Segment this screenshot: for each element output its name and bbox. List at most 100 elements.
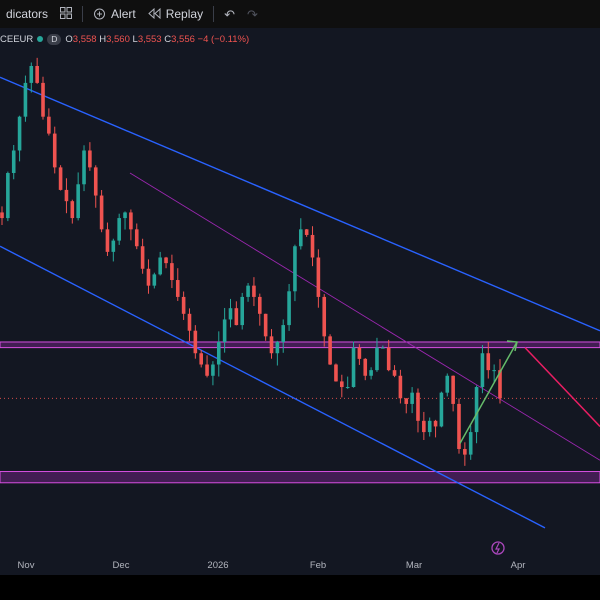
candle-body <box>252 285 256 297</box>
candle-body <box>480 353 485 388</box>
candle-body <box>427 420 432 433</box>
projection-down-line <box>524 347 600 427</box>
candle-body <box>463 448 467 455</box>
candle-body <box>211 364 215 376</box>
candle-body <box>11 150 16 174</box>
candle-body <box>35 66 39 83</box>
candle-body <box>205 364 209 376</box>
candle-body <box>164 257 168 264</box>
candle-body <box>492 370 496 372</box>
candle-body <box>41 82 45 117</box>
alarm-clock-plus-icon <box>93 7 106 22</box>
high-value: 3,560 <box>106 33 130 45</box>
candle-body <box>498 370 502 399</box>
redo-icon: ↷ <box>246 6 258 22</box>
candle-body <box>328 336 332 365</box>
candle-body <box>398 375 403 399</box>
lightning-bolt <box>495 542 500 554</box>
candle-body <box>457 403 461 449</box>
candle-body <box>134 229 139 247</box>
alert-button[interactable]: Alert <box>87 0 142 28</box>
replay-button[interactable]: Replay <box>142 0 209 28</box>
candle-body <box>158 257 162 275</box>
channel-lower-line <box>0 245 546 529</box>
resistance-zone <box>0 341 600 349</box>
symbol-legend: CEEUR D O3,558 H3,560 L3,553 C3,556 −4 (… <box>0 32 249 46</box>
open-label: O <box>65 33 73 45</box>
candle-body <box>228 308 233 320</box>
candle-body <box>123 212 127 219</box>
undo-button[interactable]: ↶ <box>218 0 241 28</box>
candle-body <box>88 150 92 168</box>
candle-body <box>99 195 104 230</box>
change-value: −4 (−0.11%) <box>197 33 250 45</box>
candle-body <box>199 353 203 365</box>
candle-body <box>468 432 473 455</box>
candle-body <box>474 387 479 433</box>
candle-body <box>117 218 121 241</box>
candle-body <box>340 381 344 388</box>
projection-up-arrow <box>459 341 518 444</box>
redo-button[interactable]: ↷ <box>241 0 264 28</box>
candle-body <box>47 116 51 134</box>
channel-mid-line <box>129 172 600 461</box>
candle-body <box>275 341 280 354</box>
x-tick-label: Dec <box>112 560 130 571</box>
candle-body <box>52 133 57 168</box>
candle-body <box>363 358 368 376</box>
open-value: 3,558 <box>72 33 97 45</box>
x-tick-label: 2026 <box>207 560 229 571</box>
candle-body <box>293 246 297 292</box>
x-tick-label: Apr <box>510 560 526 571</box>
candle-body <box>29 66 34 83</box>
indicators-button[interactable]: dicators <box>0 0 54 28</box>
layout-button[interactable] <box>54 0 78 28</box>
candle-body <box>316 257 321 297</box>
interval-badge[interactable]: D <box>47 33 62 45</box>
candle-body <box>392 370 397 376</box>
candle-body <box>93 167 98 196</box>
candle-body <box>17 116 22 151</box>
candle-body <box>269 336 274 354</box>
candle-body <box>357 347 362 359</box>
candle-body <box>304 229 309 235</box>
ohlc-values: O3,558 H3,560 L3,553 C3,556 −4 (−0.11%) <box>65 34 249 45</box>
candle-body <box>439 392 444 427</box>
x-tick-label: Nov <box>17 560 35 571</box>
candle-body <box>369 370 373 376</box>
candle-body <box>322 296 327 337</box>
candle-body <box>410 392 414 404</box>
alert-label: Alert <box>111 7 136 21</box>
candle-body <box>445 375 450 393</box>
candle-body <box>416 392 420 421</box>
close-label: C <box>164 33 172 45</box>
replay-label: Replay <box>165 7 204 21</box>
chart-area[interactable] <box>0 28 600 575</box>
candle-body <box>6 173 10 219</box>
indicators-label: dicators <box>6 7 49 21</box>
candle-body <box>351 347 356 388</box>
low-label: L <box>132 33 138 45</box>
top-toolbar: dicators Alert Replay ↶ ↷ <box>0 0 600 29</box>
candle-body <box>263 313 268 337</box>
rewind-icon <box>147 7 161 21</box>
candle-body <box>216 341 221 365</box>
toolbar-divider <box>82 6 84 22</box>
candle-body <box>486 353 491 371</box>
x-tick-label: Mar <box>405 560 423 571</box>
high-label: H <box>99 33 107 45</box>
price-chart[interactable] <box>0 28 600 575</box>
candle-body <box>287 291 291 326</box>
candle-body <box>76 184 80 219</box>
low-value: 3,553 <box>137 33 162 45</box>
candle-body <box>170 263 174 281</box>
candle-body <box>82 150 86 185</box>
time-axis[interactable]: Nov Dec 2026 Feb Mar Apr <box>0 558 600 574</box>
candle-body <box>181 296 186 314</box>
x-tick-label: Feb <box>309 560 327 571</box>
candle-body <box>375 347 379 371</box>
close-value: 3,556 <box>171 33 195 45</box>
symbol-name[interactable]: CEEUR <box>0 33 34 45</box>
projection-up-arrowhead <box>506 340 518 352</box>
support-zone <box>0 471 600 484</box>
